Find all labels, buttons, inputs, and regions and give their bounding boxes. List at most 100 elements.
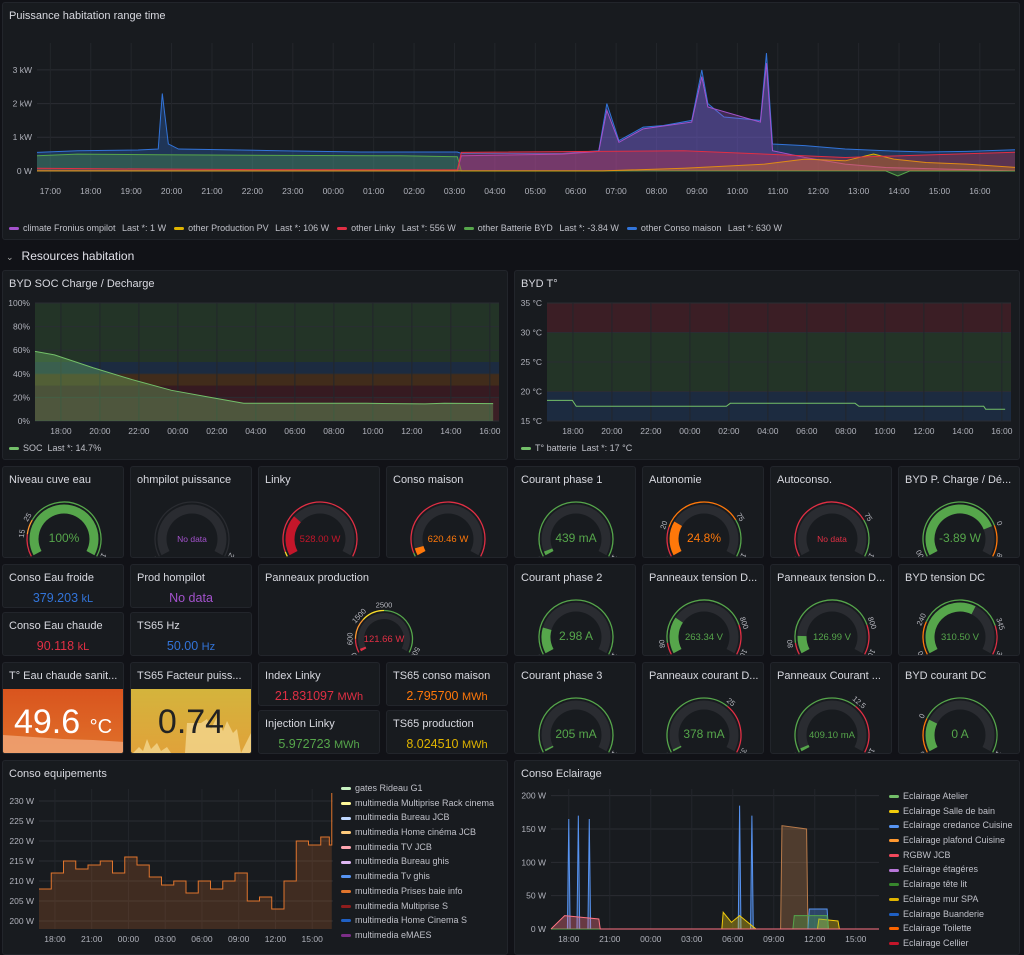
legend-item[interactable]: RGBW JCB <box>889 850 1013 865</box>
legend-item[interactable]: Eclairage Cellier <box>889 938 1013 953</box>
legend-item[interactable]: multimedia Prises baie info <box>341 886 494 901</box>
panel-title[interactable]: BYD courant DC <box>905 670 987 682</box>
panel-title[interactable]: Autoconso. <box>777 474 833 486</box>
legend-item[interactable]: other Batterie BYD Last *: -3.84 W <box>463 223 619 233</box>
legend-swatch <box>889 927 899 931</box>
legend-last: Last *: 556 W <box>401 223 456 233</box>
legend-name: Eclairage tête lit <box>903 879 968 890</box>
legend-item[interactable]: multimedia TV JCB <box>341 842 494 857</box>
soc-chart[interactable]: 0% 20% 40% 60% 80% 100% 18:00 20:00 22:00 00:00 02… <box>3 271 508 460</box>
x-tick-label: 18:00 <box>50 426 72 436</box>
legend-item[interactable]: Eclairage Toilette <box>889 923 1013 938</box>
series-area <box>37 150 1015 171</box>
legend-item[interactable]: Eclairage Buanderie <box>889 909 1013 924</box>
gauge-threshold-ring <box>794 642 800 655</box>
x-tick-label: 02:00 <box>403 186 425 196</box>
legend-item[interactable]: multimedia Home Cinema S <box>341 915 494 930</box>
panel-title[interactable]: T° Eau chaude sanit... <box>9 670 118 682</box>
legend-item[interactable]: other Conso maison Last *: 630 W <box>626 223 782 233</box>
temp-chart[interactable]: 15 °C 20 °C 25 °C 30 °C 35 °C 18:00 20:00 22:00… <box>515 271 1020 460</box>
panel-title[interactable]: Puissance habitation range time <box>9 10 166 22</box>
panel-title[interactable]: Panneaux tension D... <box>777 572 886 584</box>
legend-swatch <box>889 809 899 813</box>
legend-name: Eclairage Atelier <box>903 791 969 801</box>
row-resources-habitation[interactable]: ⌄ Resources habitation <box>6 249 134 263</box>
panel-title[interactable]: BYD P. Charge / Dé... <box>905 474 1012 486</box>
panel-title[interactable]: Panneaux production <box>265 572 369 584</box>
x-tick-label: 19:00 <box>121 186 143 196</box>
panel-title[interactable]: Prod hompilot <box>137 572 205 584</box>
legend-item[interactable]: other Linky Last *: 556 W <box>337 223 456 233</box>
panel-title[interactable]: Courant phase 2 <box>521 572 603 584</box>
gauge: 528.00 W <box>282 501 358 557</box>
panel-title[interactable]: BYD tension DC <box>905 572 986 584</box>
legend-item[interactable]: Eclairage mur SPA <box>889 894 1013 909</box>
panel-title[interactable]: Conso maison <box>393 474 464 486</box>
chart-legend: T° batterie Last *: 17 °C <box>521 443 632 453</box>
panel-title[interactable]: Autonomie <box>649 474 702 486</box>
panel-title[interactable]: Linky <box>265 474 291 486</box>
panel-title[interactable]: BYD T° <box>521 278 558 290</box>
panel-title[interactable]: Conso Eau chaude <box>9 620 103 632</box>
gauge-threshold-ring <box>362 609 385 621</box>
legend-item[interactable]: Eclairage credance Cuisine <box>889 820 1013 835</box>
gauge-tick-label: 240 <box>915 612 928 627</box>
gauge-value: 378 mA <box>683 727 724 741</box>
panel-title[interactable]: Panneaux courant D... <box>649 670 759 682</box>
legend-item[interactable]: multimedia Bureau ghis <box>341 856 494 871</box>
equip-chart[interactable]: 200 W 205 W 210 W 215 W 220 W 225 W 230 W 18:00… <box>3 761 508 955</box>
legend-item[interactable]: Eclairage plafond Cuisine <box>889 835 1013 850</box>
gauge: 200 240 345 380 310.50 V <box>915 599 1007 655</box>
panel-title[interactable]: Injection Linky <box>265 718 335 730</box>
panel-title[interactable]: TS65 conso maison <box>393 670 491 682</box>
legend-item[interactable]: Eclairage tête lit <box>889 879 1013 894</box>
legend-name: multimedia Multiprise S <box>355 900 449 911</box>
legend-item[interactable]: gates Rideau G1 <box>341 783 494 798</box>
legend-item[interactable]: climate Fronius ompilot Last *: 1 W <box>9 223 166 233</box>
gauge-tick-label: 16 <box>608 749 620 754</box>
power-chart[interactable]: 0 W 1 kW 2 kW 3 kW 17:00 18:00 19:00 20:00 21:00… <box>3 3 1020 240</box>
panel-title[interactable]: Conso Eclairage <box>521 768 602 780</box>
legend-item[interactable]: multimedia Tv ghis <box>341 871 494 886</box>
series-line <box>34 350 494 405</box>
panel-title[interactable]: Panneaux Courant ... <box>777 670 881 682</box>
panel-title[interactable]: TS65 Facteur puiss... <box>137 670 242 682</box>
legend-item[interactable]: other Production PV Last *: 106 W <box>174 223 329 233</box>
gauge-tick-label: -3 <box>917 750 928 754</box>
legend-item[interactable]: multimedia Bureau JCB <box>341 812 494 827</box>
legend-item[interactable]: multimedia Multiprise Rack cinema <box>341 798 494 813</box>
panel-title[interactable]: Conso Eau froide <box>9 572 94 584</box>
legend-item[interactable]: multimedia eMAES <box>341 930 494 945</box>
panel-title[interactable]: Niveau cuve eau <box>9 474 91 486</box>
panel-title[interactable]: Courant phase 1 <box>521 474 603 486</box>
eclairage-chart[interactable]: 0 W 50 W 100 W 150 W 200 W 18:00 21:00 00:00 03:… <box>515 761 1020 955</box>
panel-title[interactable]: Index Linky <box>265 670 321 682</box>
gauge-threshold-ring <box>284 551 288 557</box>
panel-title[interactable]: Panneaux tension D... <box>649 572 758 584</box>
legend-name[interactable]: SOC <box>23 443 43 453</box>
panel-title[interactable]: TS65 production <box>393 718 474 730</box>
panel-title[interactable]: Conso equipements <box>9 768 107 780</box>
legend-item[interactable]: multimedia Multiprise S <box>341 901 494 916</box>
series-line <box>547 399 1006 410</box>
chart-legend: Eclairage Atelier Eclairage Salle de bain… <box>889 791 1019 953</box>
panel-title[interactable]: BYD SOC Charge / Decharge <box>9 278 155 290</box>
gauge-value: 121.66 W <box>364 634 405 645</box>
gauge-tick-label: 80 <box>657 639 667 649</box>
gauge-value: 620.46 W <box>428 534 469 545</box>
legend-item[interactable]: Eclairage Salle de bain <box>889 806 1013 821</box>
legend-item[interactable]: multimedia Home cinéma JCB <box>341 827 494 842</box>
gauge-value-arc <box>672 745 682 752</box>
stat-index-linky: Index Linky 21.831097 MWh <box>258 662 380 706</box>
gauge-tick-label: 37.5 <box>734 746 749 754</box>
legend-item[interactable]: Eclairage Atelier <box>889 791 1013 806</box>
panel-title[interactable]: ohmpilot puissance <box>137 474 232 486</box>
panel-title[interactable]: TS65 Hz <box>137 620 180 632</box>
x-tick-label: 06:00 <box>796 426 818 436</box>
series-line <box>37 63 1016 172</box>
panel-title[interactable]: Courant phase 3 <box>521 670 603 682</box>
gauge-tick-label: 1000 <box>734 647 750 656</box>
legend-name[interactable]: T° batterie <box>535 443 577 453</box>
legend-item[interactable]: Eclairage étagéres <box>889 864 1013 879</box>
